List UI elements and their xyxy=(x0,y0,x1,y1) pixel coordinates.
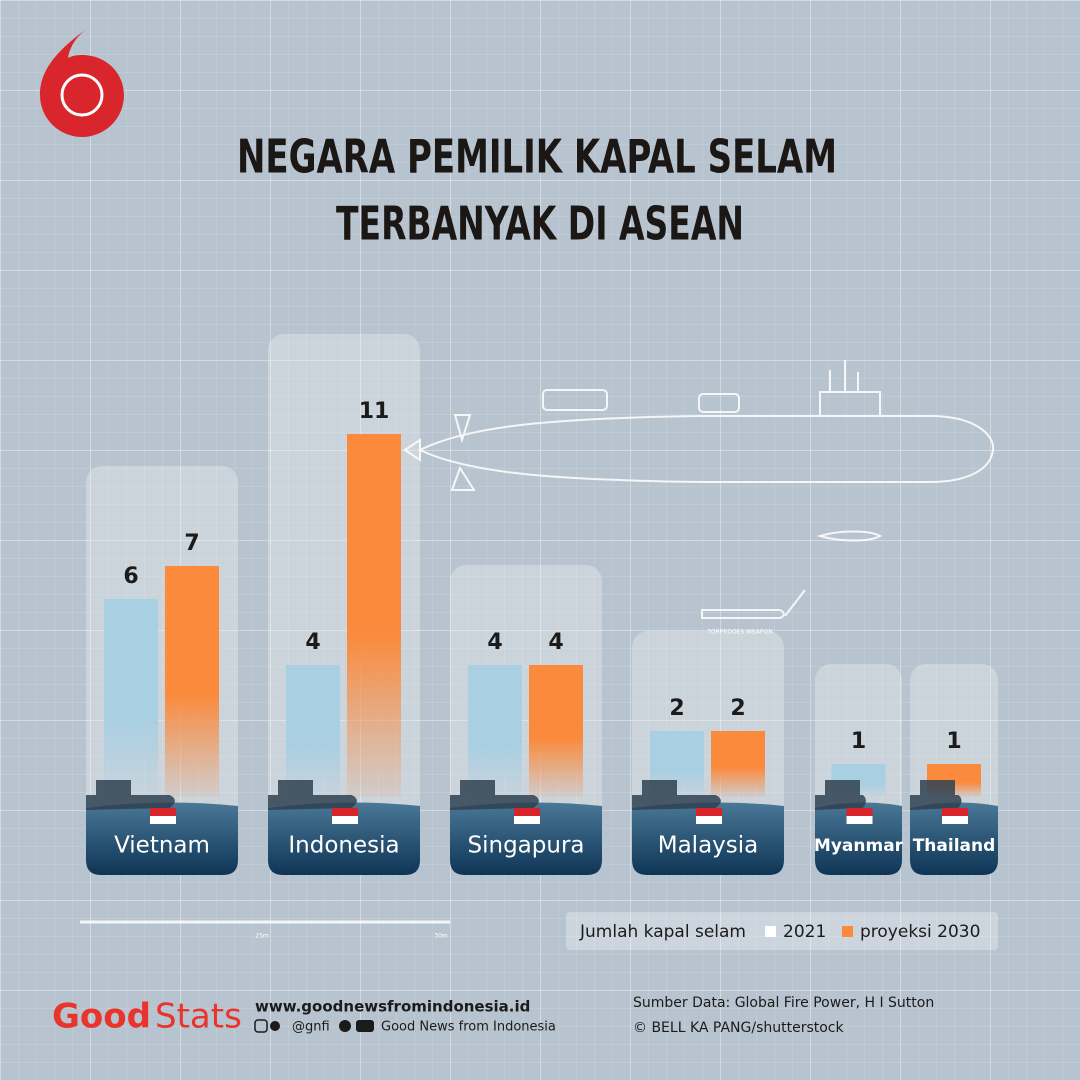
value-label: 4 xyxy=(305,630,320,655)
value-label: 2 xyxy=(730,696,745,721)
blueprint xyxy=(80,360,995,924)
value-label: 11 xyxy=(359,399,390,424)
water-base xyxy=(268,802,420,875)
water-base xyxy=(815,802,902,875)
legend-label: 2021 xyxy=(783,922,826,942)
water-base xyxy=(632,802,784,875)
legend-box xyxy=(566,912,998,950)
flag-part xyxy=(514,808,540,816)
value-label: 1 xyxy=(851,729,866,754)
bar xyxy=(347,434,401,797)
org-name: Good News from Indonesia xyxy=(381,1020,556,1035)
bar xyxy=(468,665,522,797)
water-base xyxy=(86,802,238,875)
scale-label: 30m xyxy=(434,933,448,940)
bar xyxy=(529,665,583,797)
water-base xyxy=(910,802,998,875)
website: www.goodnewsfromindonesia.id xyxy=(255,998,530,1016)
blueprint-label: TORPEDOES WEAPON xyxy=(706,629,772,636)
value-label: 4 xyxy=(548,630,563,655)
legend-label: proyeksi 2030 xyxy=(860,922,980,942)
flag-part xyxy=(696,808,722,816)
handle: @gnfi xyxy=(292,1020,330,1035)
value-label: 6 xyxy=(123,564,138,589)
legend-swatch xyxy=(765,926,776,937)
value-label: 2 xyxy=(669,696,684,721)
x-tick-label: Thailand xyxy=(913,836,996,856)
flag-part xyxy=(332,808,358,816)
flag-part xyxy=(150,808,176,816)
value-label: 4 xyxy=(487,630,502,655)
brand: Good xyxy=(52,997,151,1037)
brand: Stats xyxy=(155,997,242,1037)
x-tick-label: Indonesia xyxy=(288,833,399,859)
submarine xyxy=(910,780,962,810)
x-tick-label: Myanmar xyxy=(814,836,904,856)
submarine xyxy=(268,780,357,810)
footer: Good Stats www.goodnewsfromindonesia.id … xyxy=(52,995,934,1037)
chart-title: NEGARA PEMILIK KAPAL SELAM xyxy=(237,130,837,184)
scale-label: 25m xyxy=(255,933,269,940)
submarine xyxy=(450,780,539,810)
source: Sumber Data: Global Fire Power, H I Sutt… xyxy=(633,995,934,1011)
submarine xyxy=(86,780,175,810)
x-tick-label: Vietnam xyxy=(114,833,210,859)
bar xyxy=(286,665,340,797)
flag-part xyxy=(942,808,968,816)
flag-part xyxy=(846,808,873,816)
legend-title: Jumlah kapal selam xyxy=(579,922,746,942)
bar xyxy=(104,599,158,797)
x-tick-label: Singapura xyxy=(468,833,585,859)
water-base xyxy=(450,802,602,875)
submarine xyxy=(815,780,866,810)
bar xyxy=(165,566,219,797)
chart-title: TERBANYAK DI ASEAN xyxy=(336,197,744,251)
value-label: 7 xyxy=(184,531,199,556)
bar xyxy=(711,731,765,797)
credit: © BELL KA PANG/shutterstock xyxy=(633,1020,845,1036)
x-tick-label: Malaysia xyxy=(658,833,759,859)
submarine xyxy=(632,780,721,810)
value-label: 1 xyxy=(946,729,961,754)
logo xyxy=(40,28,124,137)
legend-swatch xyxy=(842,926,853,937)
